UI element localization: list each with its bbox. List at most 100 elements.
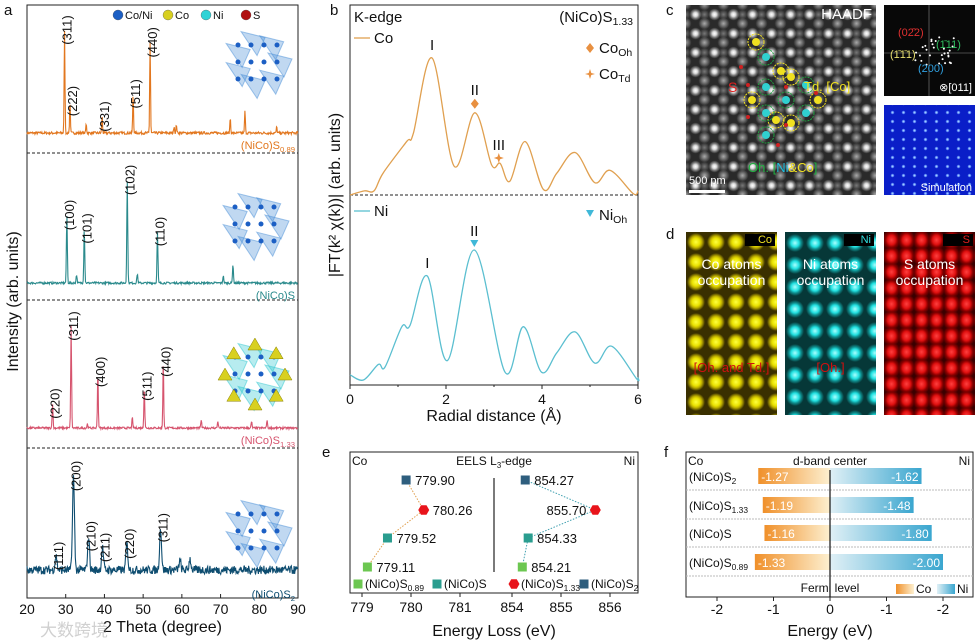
peak-label: (102) [122, 165, 137, 195]
fft-spot [948, 49, 951, 52]
fft-spot [940, 54, 943, 57]
atom [248, 545, 254, 551]
formula-subscript: Oh [618, 47, 632, 59]
atom [245, 204, 251, 210]
oh-atom [762, 131, 770, 139]
ni-data-point [520, 475, 530, 485]
legend-atom-icon [162, 9, 174, 21]
peak-label: (220) [48, 388, 63, 418]
oh-prefix: Oh. [ [748, 160, 777, 175]
peak-label: (311) [66, 311, 81, 340]
atom [248, 42, 254, 48]
formula-base: (NiCo)S [521, 577, 564, 591]
co-bar [754, 554, 830, 570]
atom [261, 545, 267, 551]
polyhedron [239, 73, 266, 100]
peak-label: (222) [65, 86, 80, 116]
x-tick-label: -2 [937, 601, 950, 617]
atom [248, 76, 254, 82]
ni-value-label: 854.21 [531, 560, 571, 575]
peak-label: (311) [156, 513, 171, 542]
co-data-point [418, 505, 430, 515]
ni-tag: Ni [844, 234, 874, 246]
polyhedron [258, 69, 285, 96]
legend-label: Ni [374, 203, 388, 220]
ni-trend-line [521, 479, 597, 568]
oh-site-ring [777, 91, 795, 109]
td-atom [772, 116, 780, 124]
peak-label: (111) [51, 542, 66, 570]
formula-subscript: 0.89 [408, 583, 425, 593]
x-tick-label: -2 [711, 601, 724, 617]
peak-label: (110) [152, 217, 167, 246]
fft-spot [931, 43, 934, 46]
co-value-label: -1.33 [758, 556, 786, 570]
x-tick-label: 780 [399, 599, 423, 615]
formula-subscript: 1.33 [280, 440, 295, 449]
atom [271, 371, 277, 377]
polyhedron [258, 34, 285, 61]
panel-label-d: d [666, 226, 675, 243]
xrd-pattern-line [26, 30, 299, 137]
xrd-pattern-line [26, 325, 299, 432]
atom [235, 528, 241, 534]
legend-marker [508, 579, 520, 589]
co-data-point [401, 475, 411, 485]
x-tick-label: 855 [549, 599, 573, 615]
formula-subscript: 0.89 [280, 145, 295, 154]
x-axis-title: Energy Loss (eV) [432, 623, 556, 640]
s-site-label: S [728, 79, 738, 95]
polyhedron [225, 61, 251, 88]
panel-label-c: c [666, 2, 674, 19]
ni-value-label: -1.62 [891, 470, 919, 484]
x-tick-label: 60 [174, 601, 190, 617]
simulation-image: Simulation [884, 105, 975, 195]
peak-label: (440) [145, 27, 160, 57]
formula-base: (NiCo)S [689, 556, 732, 570]
co-map-image: Co Co atoms occupation [Oh. and Td.] [686, 232, 777, 415]
atom [274, 42, 280, 48]
atom-overlay [739, 33, 827, 147]
td-site-ring [747, 33, 765, 51]
eels-plot-frame [349, 451, 639, 594]
fft-index-yellow: (1̄1̄1) [890, 49, 916, 61]
atom [274, 545, 280, 551]
co-value-label: 779.11 [376, 560, 415, 575]
peak-label: II [470, 223, 478, 240]
fft-spot [930, 40, 933, 43]
legend-label: Ni [957, 582, 968, 596]
x-tick-label: 70 [213, 601, 229, 617]
atom [261, 42, 267, 48]
tetrahedron [247, 337, 263, 351]
co-site-text: [Oh. and Td.] [693, 360, 770, 375]
formula-base: (NiCo)S [256, 290, 295, 302]
fft-spots [884, 5, 975, 96]
x-tick-label: 781 [448, 599, 472, 615]
x-tick-label: -1 [767, 601, 780, 617]
s-occ-line2: occupation [895, 272, 964, 288]
peak-label: (311) [60, 15, 75, 44]
atom [248, 511, 254, 517]
scale-bar-label: 500 pm [689, 175, 726, 187]
co-value-label: 779.52 [396, 531, 436, 546]
ni-bar [830, 468, 922, 484]
fft-spot [915, 51, 918, 54]
x-tick-label: 2 [442, 391, 450, 407]
atom [258, 388, 264, 394]
td-suffix: ] [846, 79, 851, 94]
td-site-ring [782, 68, 800, 86]
x-tick-label: 6 [634, 391, 642, 407]
formula-subscript: Td [618, 73, 630, 85]
series-label: (NiCo)S0.89 [241, 140, 295, 154]
co-bar [764, 525, 830, 541]
simulation-label: Simulation [920, 182, 972, 194]
formula-subscript: 2 [634, 583, 639, 593]
td-atom [777, 67, 785, 75]
category-label: (NiCo)S [689, 527, 732, 541]
xrd-pattern-line [26, 181, 298, 287]
ni-data-point [523, 533, 533, 543]
atom [261, 528, 267, 534]
haadf-image: HAADF S Td. [Co] Oh. [Ni&Co] 500 pm [686, 5, 876, 195]
co-value-label: -1.16 [767, 527, 795, 541]
